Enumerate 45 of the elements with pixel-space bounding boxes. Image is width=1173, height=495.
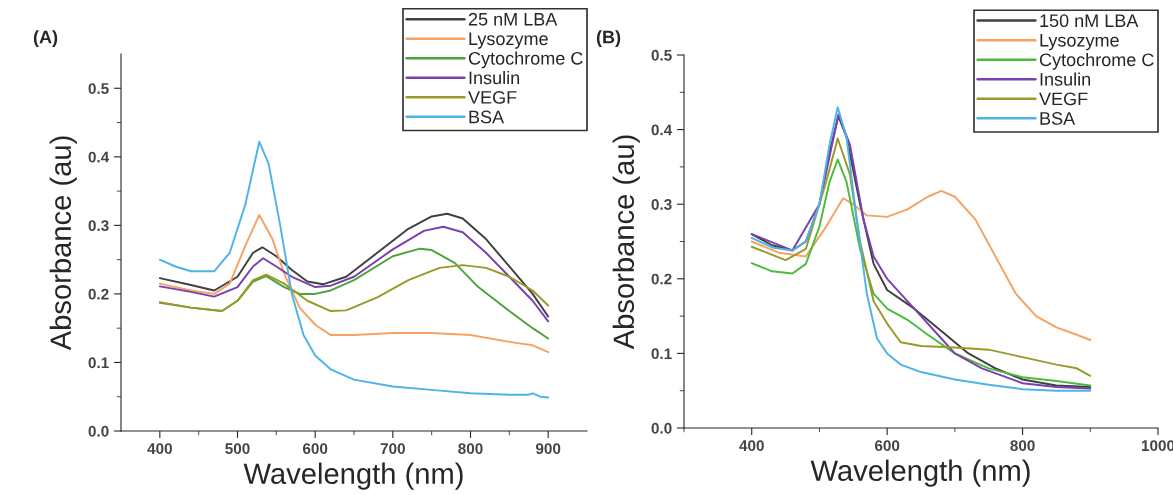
y-axis-title: Absorbance (au) (49, 136, 77, 351)
legend-label: Lysozyme (1040, 34, 1119, 51)
y-tick-label: 0.2 (88, 288, 109, 300)
legend-label: Insulin (1040, 72, 1091, 86)
line-series (158, 214, 550, 354)
y-tick-label: 0.3 (651, 199, 672, 210)
x-tick-label: 700 (380, 443, 405, 455)
legend-label: VEGF (468, 91, 517, 104)
line-series (158, 212, 550, 318)
y-tick-label: 0.1 (651, 348, 672, 360)
line-series (158, 225, 550, 323)
legend-label: Lysozyme (469, 32, 548, 49)
y-axis-title: Absorbance (au) (612, 135, 640, 350)
legend-label: BSA (469, 110, 505, 124)
text: (A) (33, 30, 58, 48)
y-tick-label: 0.0 (651, 422, 672, 434)
y-tick-label: 0.5 (651, 49, 672, 61)
x-axis-title: Wavelength (nm) (243, 462, 463, 490)
legend-label: Cytochrome C (468, 51, 583, 69)
legend-label: Insulin (469, 70, 520, 85)
y-tick-label: 0.0 (88, 425, 109, 437)
x-tick-label: 900 (535, 443, 561, 455)
line-series (158, 264, 550, 313)
x-tick-label: 800 (458, 443, 483, 455)
legend-label: Cytochrome C (1039, 52, 1154, 70)
x-tick-label: 400 (147, 443, 172, 455)
legend-label: 150 nM LBA (1040, 14, 1139, 28)
text: (B) (596, 30, 621, 48)
legend-label: VEGF (1039, 92, 1088, 106)
legend-label: BSA (1040, 112, 1076, 125)
y-tick-label: 0.4 (651, 124, 673, 136)
y-tick-label: 0.2 (651, 273, 672, 285)
y-tick-label: 0.3 (88, 220, 109, 232)
x-axis-title: Wavelength (nm) (810, 459, 1030, 487)
line-series (158, 140, 550, 399)
x-tick-label: 600 (874, 440, 900, 452)
x-tick-label: 800 (1010, 440, 1035, 452)
x-tick-label: 400 (739, 440, 764, 452)
y-tick-label: 0.4 (88, 151, 110, 163)
x-tick-label: 600 (302, 443, 328, 455)
y-tick-label: 0.1 (88, 357, 109, 369)
y-tick-label: 0.5 (88, 83, 109, 94)
legend-label: 25 nM LBA (468, 12, 558, 26)
x-tick-label: 500 (225, 443, 250, 455)
line-series (750, 189, 1092, 341)
